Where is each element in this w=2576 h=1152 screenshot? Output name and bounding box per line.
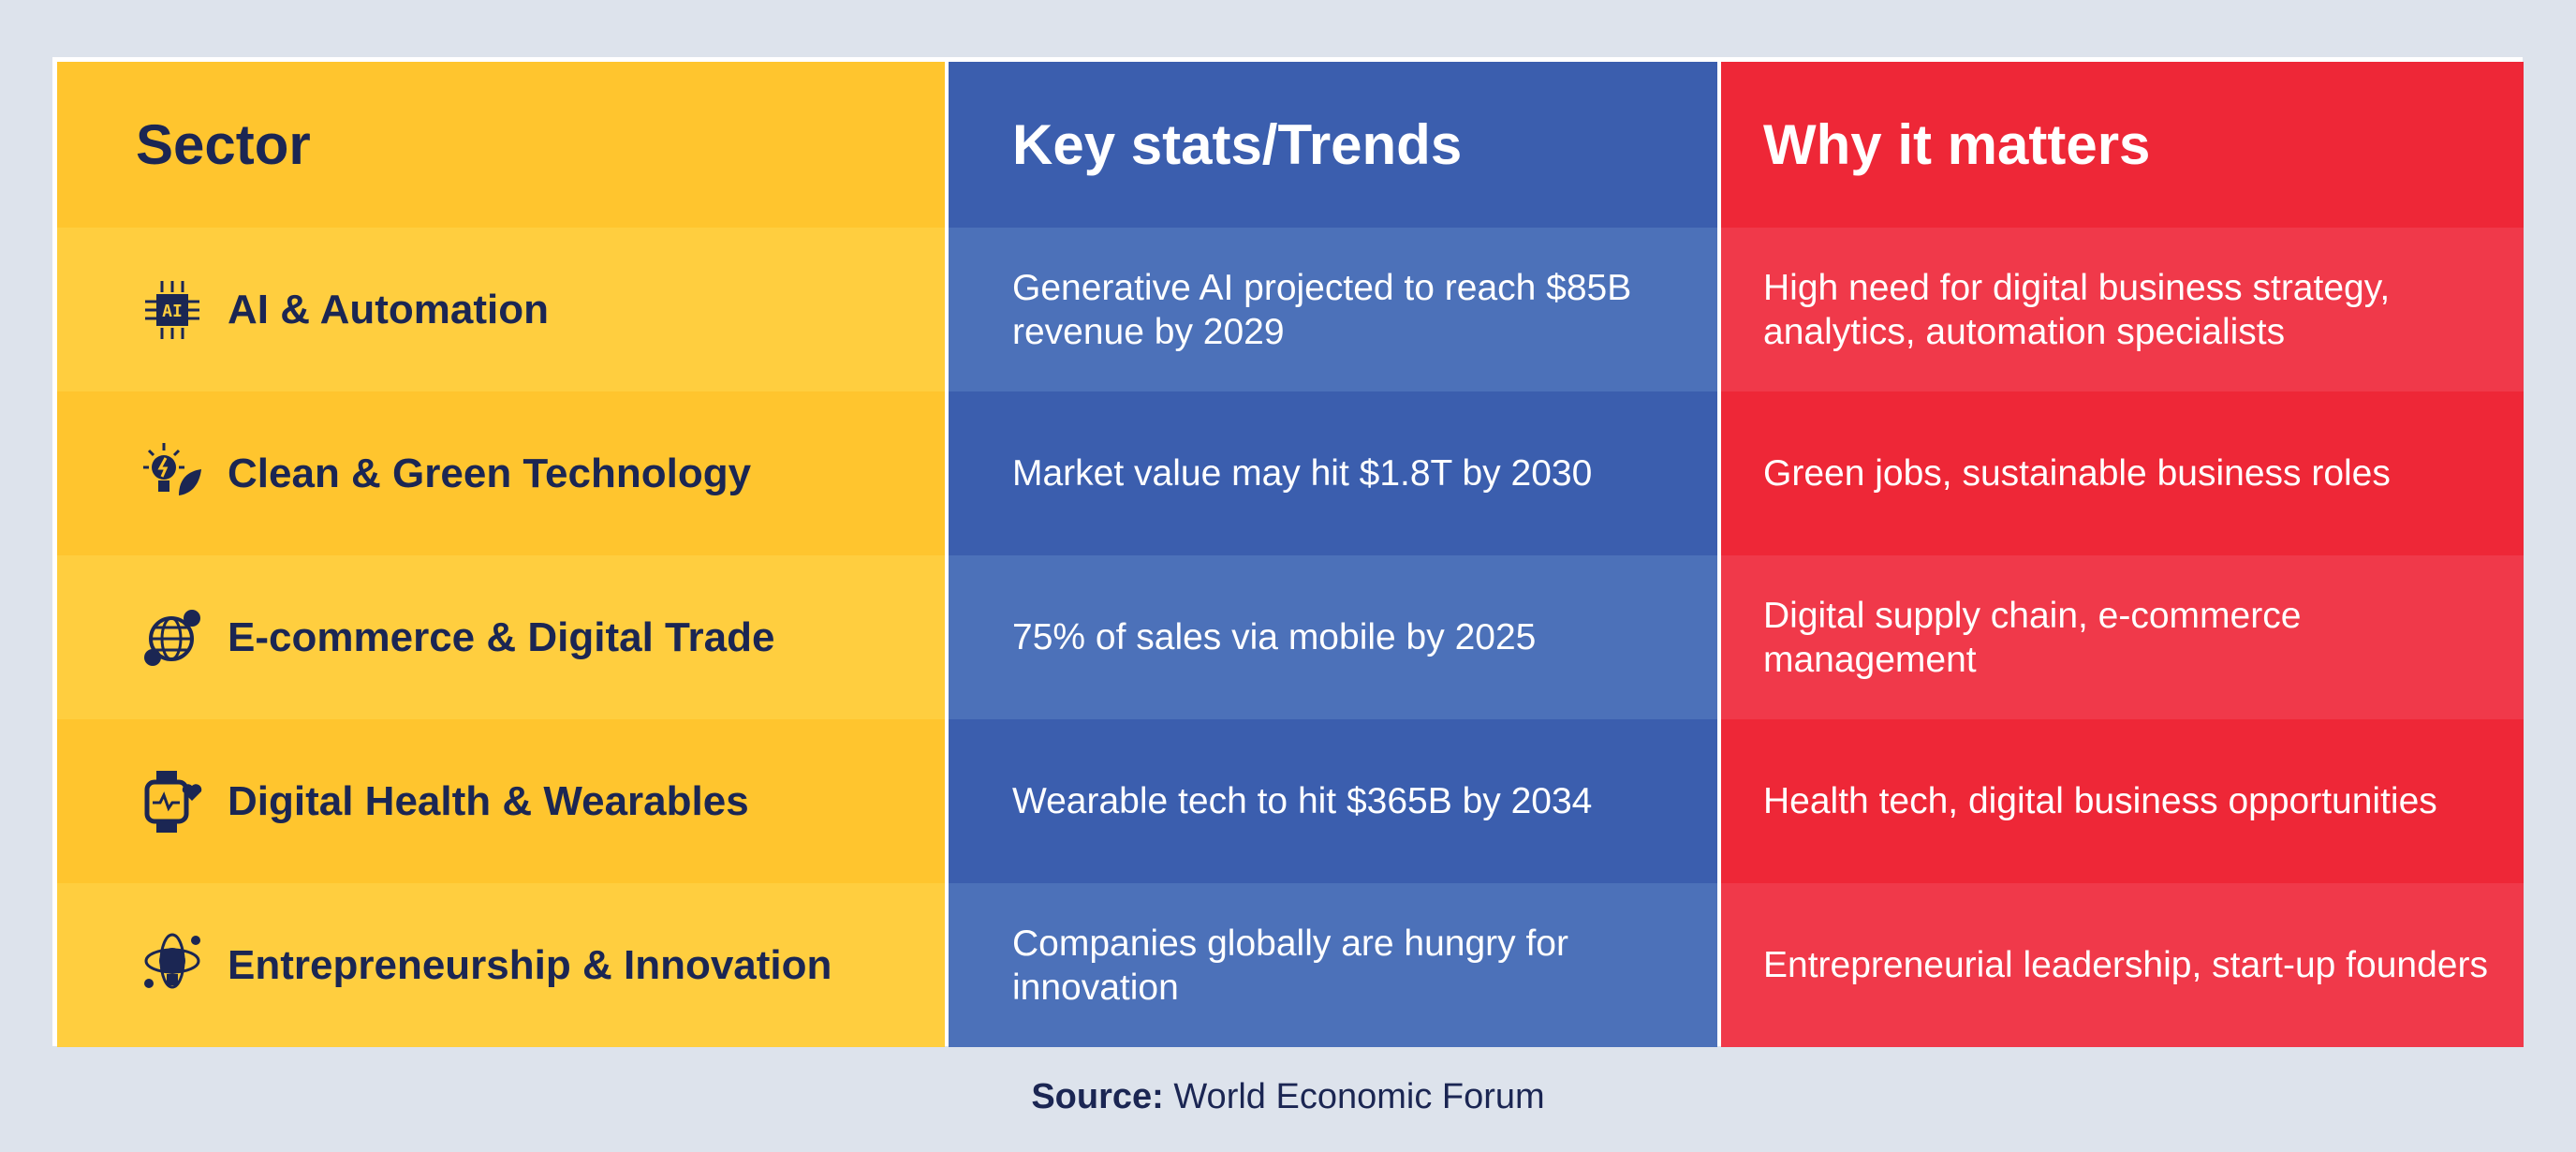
sector-cell: AI AI & Automation	[57, 228, 945, 391]
header-why: Why it matters	[1721, 62, 2524, 228]
source-note: Source: World Economic Forum	[0, 1077, 2576, 1117]
stats-cell: Market value may hit $1.8T by 2030	[949, 391, 1717, 555]
sector-label: Clean & Green Technology	[228, 450, 752, 496]
svg-text:AI: AI	[162, 302, 183, 321]
innovation-bulb-icon	[140, 933, 205, 998]
sector-label: E-commerce & Digital Trade	[228, 613, 775, 660]
sector-label: Entrepreneurship & Innovation	[228, 941, 832, 988]
smartwatch-heart-icon	[140, 769, 205, 834]
sector-cell: Entrepreneurship & Innovation	[57, 883, 945, 1047]
source-value: World Economic Forum	[1173, 1077, 1545, 1116]
header-stats: Key stats/Trends	[949, 62, 1717, 228]
stats-cell: Generative AI projected to reach $85B re…	[949, 228, 1717, 391]
sector-label: AI & Automation	[228, 286, 549, 332]
sector-cell: Clean & Green Technology	[57, 391, 945, 555]
lightbulb-leaf-icon	[140, 441, 205, 507]
header-sector: Sector	[57, 62, 945, 228]
why-cell: Health tech, digital business opportunit…	[1721, 719, 2524, 883]
globe-bitcoin-icon	[140, 605, 205, 671]
why-cell: High need for digital business strategy,…	[1721, 228, 2524, 391]
why-cell: Entrepreneurial leadership, start-up fou…	[1721, 883, 2524, 1047]
stats-cell: 75% of sales via mobile by 2025	[949, 555, 1717, 719]
source-label: Source:	[1031, 1077, 1164, 1116]
why-cell: Digital supply chain, e-commerce managem…	[1721, 555, 2524, 719]
ai-chip-icon: AI	[140, 277, 205, 343]
stats-cell: Companies globally are hungry for innova…	[949, 883, 1717, 1047]
sector-cell: Digital Health & Wearables	[57, 719, 945, 883]
sector-table: Sector Key stats/Trends Why it matters A…	[52, 57, 2524, 1047]
sector-cell: E-commerce & Digital Trade	[57, 555, 945, 719]
stats-cell: Wearable tech to hit $365B by 2034	[949, 719, 1717, 883]
why-cell: Green jobs, sustainable business roles	[1721, 391, 2524, 555]
sector-label: Digital Health & Wearables	[228, 777, 749, 824]
